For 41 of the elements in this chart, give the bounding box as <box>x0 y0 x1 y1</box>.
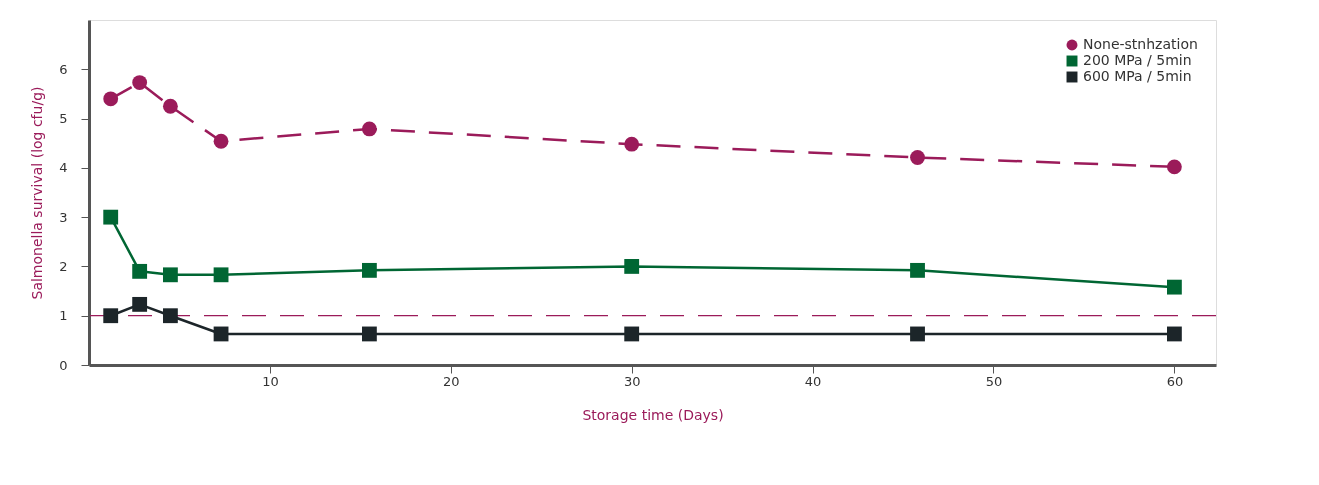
point <box>1166 279 1182 295</box>
point <box>624 326 640 342</box>
point <box>910 150 925 165</box>
y-tick-label: 6 <box>59 61 68 77</box>
y-tick-label: 2 <box>59 258 68 274</box>
point <box>162 308 178 324</box>
point <box>162 98 178 114</box>
point <box>624 259 640 274</box>
legend-label: 600 MPa / 5min <box>1083 68 1192 84</box>
x-tick-label: 50 <box>985 373 1003 389</box>
point <box>132 263 148 279</box>
x-tick-label: 40 <box>804 373 822 389</box>
point <box>361 326 377 342</box>
point <box>1166 159 1182 175</box>
legend-label: None-stnhzation <box>1083 36 1198 52</box>
point <box>103 91 119 107</box>
x-tick-label: 30 <box>623 373 641 389</box>
point <box>910 326 925 342</box>
y-tick-label: 3 <box>59 209 68 225</box>
point <box>361 262 377 278</box>
point <box>103 308 119 324</box>
point <box>1166 326 1182 342</box>
point <box>162 267 178 283</box>
point <box>103 209 119 225</box>
point <box>213 133 229 149</box>
x-tick-label: 10 <box>262 373 279 389</box>
point <box>213 267 229 283</box>
x-tick-label: 20 <box>443 373 460 389</box>
point <box>132 296 148 312</box>
point <box>361 121 377 137</box>
point <box>132 75 148 90</box>
x-tick-label: 60 <box>1166 373 1184 389</box>
y-axis-title: Salmonella survival (log cfu/g) <box>29 86 46 300</box>
y-tick-label: 4 <box>59 160 68 176</box>
x-axis-title: Storage time (Days) <box>582 406 724 423</box>
point <box>910 262 925 278</box>
y-tick-label: 0 <box>59 357 68 373</box>
legend-label: 200 MPa / 5min <box>1083 52 1192 68</box>
y-tick-label: 5 <box>59 111 68 127</box>
y-tick-label: 1 <box>59 308 68 324</box>
point <box>624 136 640 152</box>
